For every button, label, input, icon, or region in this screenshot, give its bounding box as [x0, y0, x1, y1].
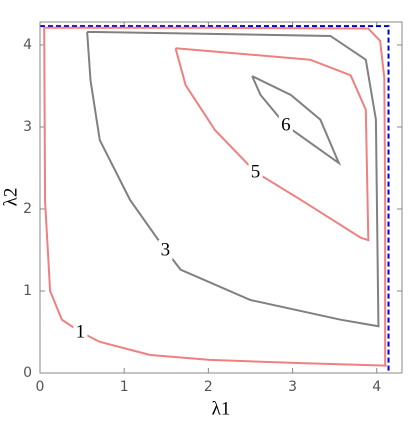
- y-axis-label: λ2: [0, 188, 21, 207]
- y-tick-label: 1: [23, 283, 32, 299]
- contour-line: [40, 25, 390, 373]
- contour-label: 3: [161, 239, 171, 260]
- x-tick-label: 3: [288, 379, 297, 395]
- x-axis-label: λ1: [212, 398, 231, 419]
- x-tick-label: 2: [204, 379, 213, 395]
- label-bg: [158, 239, 173, 260]
- contour-label: 5: [251, 161, 261, 182]
- label-bg: [278, 115, 293, 136]
- contour-line: [251, 75, 342, 166]
- y-tick-label: 2: [23, 201, 32, 217]
- label-bg: [73, 321, 88, 342]
- x-tick-label: 1: [120, 379, 129, 395]
- y-tick-label: 3: [23, 119, 32, 135]
- y-tick-label: 4: [23, 37, 32, 53]
- label-bg: [248, 162, 263, 183]
- frame: [39, 21, 403, 374]
- contour-line: [43, 26, 387, 367]
- x-tick-label: 0: [36, 379, 45, 395]
- y-tick-label: 0: [23, 365, 32, 381]
- x-tick-label: 4: [372, 379, 381, 395]
- contour-line: [174, 47, 370, 242]
- contour-label: 6: [281, 115, 291, 136]
- contour-line: [86, 30, 380, 328]
- contour-label: 1: [76, 321, 86, 342]
